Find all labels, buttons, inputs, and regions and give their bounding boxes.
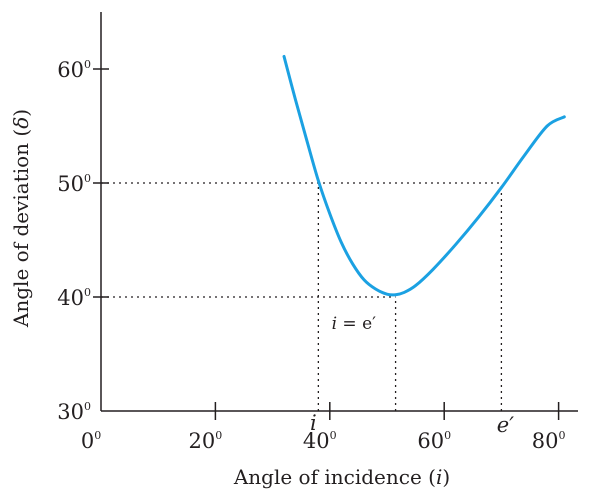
x-tick-label: 200 bbox=[189, 429, 223, 453]
x-tick-label: 800 bbox=[532, 429, 566, 453]
y-axis-symbol: δ bbox=[9, 117, 33, 129]
reference-lines bbox=[101, 182, 503, 411]
y-axis-title: Angle of deviation (δ) bbox=[9, 109, 33, 328]
x-tick-label: 400 bbox=[303, 429, 337, 453]
i-marker-label: i bbox=[310, 411, 317, 435]
minimum-deviation-label: i = e′ bbox=[332, 314, 377, 334]
y-axis-title-text: Angle of deviation bbox=[9, 143, 33, 328]
x-axis-title: Angle of incidence (i) bbox=[233, 465, 450, 489]
min-label-i: i bbox=[332, 314, 337, 334]
ticks bbox=[93, 68, 560, 420]
y-tick-label: 600 bbox=[57, 58, 91, 82]
x-tick-label: 600 bbox=[417, 429, 451, 453]
min-label-eq: = e′ bbox=[337, 314, 376, 334]
y-tick-label: 300 bbox=[57, 400, 91, 424]
axes bbox=[100, 12, 578, 412]
tick-labels: 00 200 400 600 800 300 400 500 600 bbox=[57, 58, 565, 453]
y-tick-label: 500 bbox=[57, 172, 91, 196]
deviation-curve bbox=[282, 54, 566, 297]
x-tick-label: 00 bbox=[81, 429, 101, 453]
y-tick-label: 400 bbox=[57, 286, 91, 310]
e-marker-label: e′ bbox=[497, 413, 514, 437]
x-axis-title-text: Angle of incidence bbox=[233, 465, 422, 489]
x-axis-symbol: i bbox=[436, 465, 442, 489]
